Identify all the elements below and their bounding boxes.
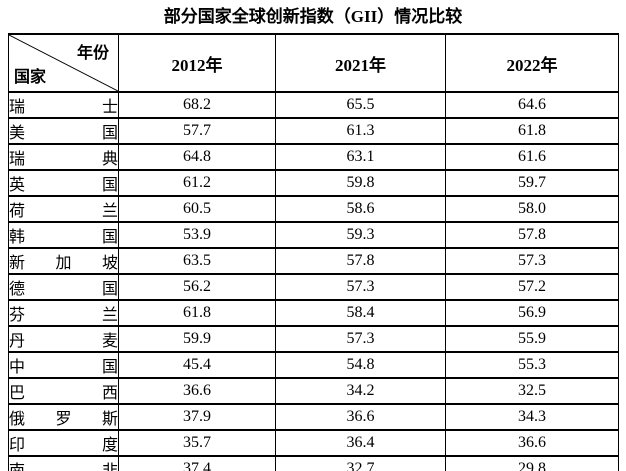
country-cell: 瑞士 (8, 91, 119, 119)
value-cell-2012: 35.7 (118, 429, 276, 457)
table-title: 部分国家全球创新指数（GII）情况比较 (163, 7, 463, 26)
value-cell-2022: 57.8 (445, 221, 619, 249)
value-cell-2012: 53.9 (118, 221, 276, 249)
value-cell-2012: 64.8 (118, 143, 276, 171)
country-cell: 瑞典 (8, 143, 119, 171)
corner-header-cell: 年份 国家 (8, 33, 119, 93)
value-cell-2022: 34.3 (445, 403, 619, 431)
value-cell-2022: 36.6 (445, 429, 619, 457)
value-cell-2012: 45.4 (118, 351, 276, 379)
value-cell-2021: 63.1 (275, 143, 446, 171)
value-cell-2022: 64.6 (445, 91, 619, 119)
value-cell-2021: 65.5 (275, 91, 446, 119)
country-cell: 巴西 (8, 377, 119, 405)
value-cell-2022: 29.8 (445, 455, 619, 471)
value-cell-2022: 61.6 (445, 143, 619, 171)
value-cell-2021: 34.2 (275, 377, 446, 405)
table-row: 韩国 53.9 59.3 57.8 (8, 221, 619, 249)
table-row: 英国 61.2 59.8 59.7 (8, 169, 619, 197)
table-row: 芬兰 61.8 58.4 56.9 (8, 299, 619, 327)
value-cell-2022: 57.3 (445, 247, 619, 275)
value-cell-2012: 60.5 (118, 195, 276, 223)
value-cell-2021: 36.4 (275, 429, 446, 457)
value-cell-2012: 56.2 (118, 273, 276, 301)
diagonal-divider-line (9, 35, 118, 91)
corner-label-country: 国家 (14, 69, 47, 86)
table-row: 美国 57.7 61.3 61.8 (8, 117, 619, 145)
value-cell-2022: 32.5 (445, 377, 619, 405)
table-row: 南非 37.4 32.7 29.8 (8, 455, 619, 471)
value-cell-2021: 61.3 (275, 117, 446, 145)
value-cell-2021: 58.6 (275, 195, 446, 223)
country-cell: 中国 (8, 351, 119, 379)
table-row: 荷兰 60.5 58.6 58.0 (8, 195, 619, 223)
value-cell-2021: 32.7 (275, 455, 446, 471)
country-cell: 荷兰 (8, 195, 119, 223)
value-cell-2012: 61.8 (118, 299, 276, 327)
table-row: 新加坡 63.5 57.8 57.3 (8, 247, 619, 275)
value-cell-2021: 59.3 (275, 221, 446, 249)
table-row: 印度 35.7 36.4 36.6 (8, 429, 619, 457)
table-row: 德国 56.2 57.3 57.2 (8, 273, 619, 301)
country-cell: 印度 (8, 429, 119, 457)
value-cell-2012: 61.2 (118, 169, 276, 197)
corner-label-year: 年份 (76, 45, 109, 62)
value-cell-2021: 57.3 (275, 273, 446, 301)
value-cell-2012: 59.9 (118, 325, 276, 353)
column-header-2022: 2022年 (445, 33, 619, 93)
value-cell-2012: 68.2 (118, 91, 276, 119)
value-cell-2021: 36.6 (275, 403, 446, 431)
table-row: 俄罗斯 37.9 36.6 34.3 (8, 403, 619, 431)
table-body: 瑞士 68.2 65.5 64.6 美国 57.7 61.3 61.8 瑞典 6… (8, 91, 619, 471)
table-row: 丹麦 59.9 57.3 55.9 (8, 325, 619, 353)
value-cell-2021: 57.3 (275, 325, 446, 353)
country-cell: 德国 (8, 273, 119, 301)
country-cell: 英国 (8, 169, 119, 197)
column-header-2021: 2021年 (275, 33, 446, 93)
value-cell-2012: 57.7 (118, 117, 276, 145)
value-cell-2012: 37.9 (118, 403, 276, 431)
value-cell-2022: 56.9 (445, 299, 619, 327)
value-cell-2022: 55.3 (445, 351, 619, 379)
value-cell-2012: 63.5 (118, 247, 276, 275)
value-cell-2012: 36.6 (118, 377, 276, 405)
value-cell-2012: 37.4 (118, 455, 276, 471)
value-cell-2022: 58.0 (445, 195, 619, 223)
value-cell-2021: 58.4 (275, 299, 446, 327)
country-cell: 新加坡 (8, 247, 119, 275)
table-row: 瑞士 68.2 65.5 64.6 (8, 91, 619, 119)
gii-table: 年份 国家 2012年 2021年 2022年 瑞士 68.2 65.5 64.… (8, 33, 619, 471)
value-cell-2021: 57.8 (275, 247, 446, 275)
value-cell-2022: 55.9 (445, 325, 619, 353)
country-cell: 韩国 (8, 221, 119, 249)
table-row: 瑞典 64.8 63.1 61.6 (8, 143, 619, 171)
table-row: 中国 45.4 54.8 55.3 (8, 351, 619, 379)
table-row: 巴西 36.6 34.2 32.5 (8, 377, 619, 405)
value-cell-2021: 59.8 (275, 169, 446, 197)
value-cell-2022: 61.8 (445, 117, 619, 145)
country-cell: 丹麦 (8, 325, 119, 353)
value-cell-2021: 54.8 (275, 351, 446, 379)
column-header-2012: 2012年 (118, 33, 276, 93)
country-cell: 俄罗斯 (8, 403, 119, 431)
country-cell: 芬兰 (8, 299, 119, 327)
country-cell: 南非 (8, 455, 119, 471)
value-cell-2022: 57.2 (445, 273, 619, 301)
value-cell-2022: 59.7 (445, 169, 619, 197)
country-cell: 美国 (8, 117, 119, 145)
header-row: 年份 国家 2012年 2021年 2022年 (8, 33, 619, 93)
